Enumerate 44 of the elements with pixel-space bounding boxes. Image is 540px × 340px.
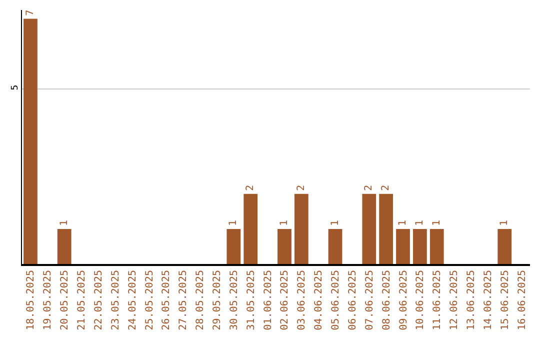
y-tick-label: 5 — [10, 84, 20, 90]
x-tick-label: 18.05.2025 — [26, 270, 37, 330]
x-tick-label: 16.06.2025 — [516, 270, 528, 330]
x-tick-label: 29.05.2025 — [212, 270, 223, 330]
x-tick-label: 22.05.2025 — [93, 270, 104, 330]
x-tick-label: 23.05.2025 — [110, 270, 122, 330]
data-label: 1 — [414, 220, 426, 226]
x-tick-label: 31.05.2025 — [246, 270, 257, 330]
x-tick-label: 26.05.2025 — [161, 270, 172, 330]
x-tick-label: 03.06.2025 — [296, 270, 308, 330]
x-tick-label: 06.06.2025 — [347, 270, 358, 330]
x-tick-label: 27.05.2025 — [178, 270, 190, 330]
data-label: 1 — [330, 220, 341, 226]
x-tick-label: 24.05.2025 — [127, 270, 138, 330]
data-label: 2 — [245, 184, 256, 191]
x-tick-label: 15.06.2025 — [500, 270, 511, 330]
x-tick-label: 14.06.2025 — [482, 270, 494, 330]
x-tick-label: 10.06.2025 — [415, 270, 426, 330]
data-label: 1 — [431, 220, 442, 226]
data-label: 7 — [24, 10, 36, 16]
x-tick-label: 08.06.2025 — [381, 270, 392, 330]
x-tick-label: 21.05.2025 — [76, 270, 88, 330]
data-label: 2 — [296, 184, 307, 191]
x-tick-label: 05.06.2025 — [330, 270, 342, 330]
x-tick-label: 02.06.2025 — [280, 270, 291, 330]
x-tick-label: 01.06.2025 — [262, 270, 274, 330]
data-label: 2 — [380, 184, 392, 191]
x-tick-label: 13.06.2025 — [466, 270, 477, 330]
x-tick-label: 19.05.2025 — [42, 270, 54, 330]
data-label: 1 — [228, 220, 240, 226]
data-label: 1 — [58, 220, 70, 226]
x-tick-label: 20.05.2025 — [60, 270, 71, 330]
data-label: 1 — [499, 220, 510, 226]
x-tick-label: 25.05.2025 — [144, 270, 156, 330]
data-label: 2 — [364, 184, 375, 191]
data-label: 1 — [278, 220, 290, 226]
x-tick-label: 04.06.2025 — [314, 270, 325, 330]
x-tick-label: 28.05.2025 — [195, 270, 206, 330]
x-tick-label: 09.06.2025 — [398, 270, 410, 330]
x-tick-label: 12.06.2025 — [449, 270, 460, 330]
x-tick-label: 30.05.2025 — [228, 270, 240, 330]
x-tick-label: 07.06.2025 — [364, 270, 376, 330]
data-label: 1 — [398, 220, 408, 226]
x-tick-label: 11.06.2025 — [432, 270, 444, 330]
